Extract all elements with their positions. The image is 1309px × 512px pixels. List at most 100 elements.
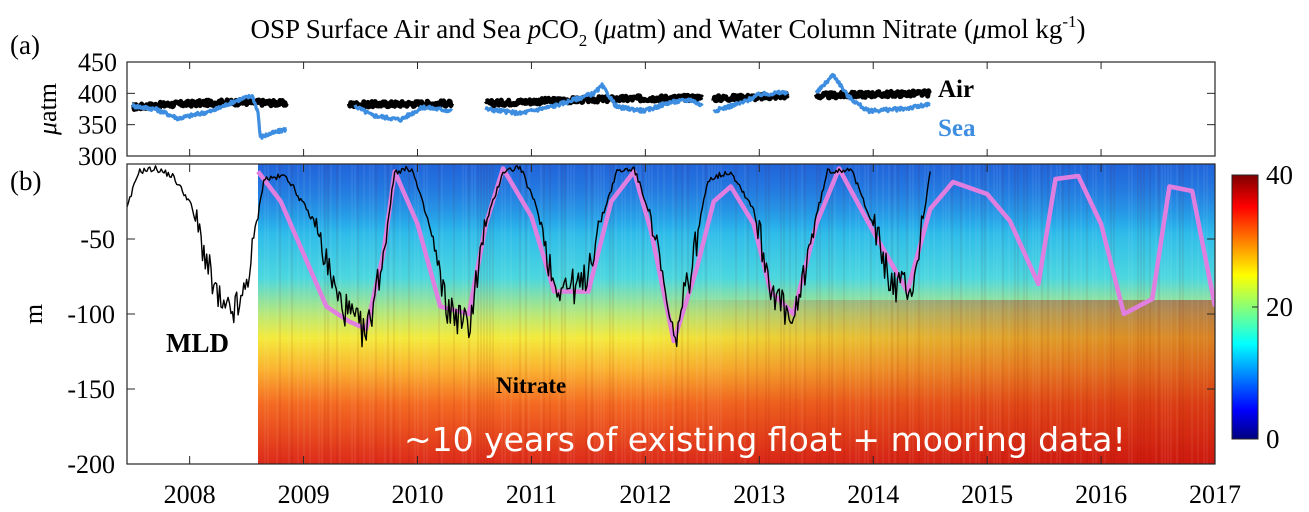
panel-b-xtick-label: 2014 xyxy=(847,480,899,509)
heatmap-streak xyxy=(657,164,660,464)
heatmap-streak xyxy=(897,164,900,464)
heatmap-streak xyxy=(828,164,831,464)
heatmap-streak xyxy=(1161,164,1164,464)
air-pco2-line xyxy=(346,98,455,110)
heatmap-streak xyxy=(318,164,321,464)
heatmap-streak xyxy=(1113,164,1116,464)
heatmap-streak xyxy=(1140,164,1143,464)
heatmap-streak xyxy=(1062,164,1065,464)
heatmap-streak xyxy=(696,164,699,464)
heatmap-streak xyxy=(414,164,417,464)
heatmap-streak xyxy=(735,164,738,464)
heatmap-streak xyxy=(330,164,333,464)
air-pco2-line xyxy=(813,88,932,101)
panel-b-xtick-label: 2008 xyxy=(164,480,216,509)
heatmap-streak xyxy=(594,164,597,464)
colorbar-tick-label: 20 xyxy=(1266,292,1293,322)
heatmap-streak xyxy=(789,164,792,464)
heatmap-streak xyxy=(996,164,999,464)
heatmap-streak xyxy=(756,164,759,464)
panel-b-ytick-label: -150 xyxy=(67,375,115,404)
heatmap-streak xyxy=(819,164,822,464)
heatmap-streak xyxy=(1074,164,1077,464)
panel-b-series xyxy=(127,165,1215,348)
heatmap-streak xyxy=(960,164,963,464)
heatmap-streak xyxy=(744,164,747,464)
heatmap-streak xyxy=(663,164,666,464)
panel-b-xtick-label: 2012 xyxy=(619,480,671,509)
heatmap-streak xyxy=(864,164,867,464)
heatmap-streak xyxy=(801,164,804,464)
heatmap-streak xyxy=(882,164,885,464)
heatmap-streak xyxy=(1023,164,1026,464)
heatmap-streak xyxy=(1047,164,1050,464)
heatmap-streak xyxy=(948,164,951,464)
heatmap-streak xyxy=(720,164,723,464)
heatmap-streak xyxy=(561,164,564,464)
sea-pco2-line xyxy=(353,104,454,123)
panel-a-label: (a) xyxy=(10,30,40,60)
heatmap-streak xyxy=(291,164,294,464)
heatmap-streak xyxy=(441,164,444,464)
heatmap-streak xyxy=(843,164,846,464)
heatmap-streak xyxy=(816,164,819,464)
heatmap-streak xyxy=(1191,164,1194,464)
panel-b-tick-labels: -200 -150 -100 -50 2008 2009 2010 2011 2012 2013 2… xyxy=(67,225,1241,509)
panel-b-xtick-label: 2010 xyxy=(392,480,444,509)
heatmap-streak xyxy=(804,164,807,464)
heatmap-streak xyxy=(831,164,834,464)
heatmap-streak xyxy=(1167,164,1170,464)
heatmap-streak xyxy=(543,164,546,464)
heatmap-streak xyxy=(471,164,474,464)
panel-a-ylabel: μatm xyxy=(33,83,62,136)
heatmap-streak xyxy=(609,164,612,464)
heatmap-streak xyxy=(624,164,627,464)
heatmap-streak xyxy=(636,164,639,464)
heatmap-streak xyxy=(588,164,591,464)
colorbar-tick-label: 40 xyxy=(1266,160,1293,190)
heatmap-streak xyxy=(303,164,306,464)
heatmap-streak xyxy=(363,164,366,464)
heatmap-streak xyxy=(567,164,570,464)
heatmap-streak xyxy=(423,164,426,464)
heatmap-streak xyxy=(1164,164,1167,464)
heatmap-streak xyxy=(1137,164,1140,464)
panel-a-axis-ticks xyxy=(127,61,1216,157)
heatmap-streak xyxy=(1092,164,1095,464)
heatmap-streak xyxy=(573,164,576,464)
heatmap-streak xyxy=(1041,164,1044,464)
panel-a-ytick-label: 350 xyxy=(78,111,117,140)
heatmap-streak xyxy=(309,164,312,464)
heatmap-streak xyxy=(522,164,525,464)
heatmap-streak xyxy=(918,164,921,464)
heatmap-streak xyxy=(375,164,378,464)
heatmap-streak xyxy=(1182,164,1185,464)
heatmap-streak xyxy=(501,164,504,464)
heatmap-streak xyxy=(651,164,654,464)
heatmap-streak xyxy=(981,164,984,464)
heatmap-streak xyxy=(717,164,720,464)
heatmap-streak xyxy=(1149,164,1152,464)
heatmap-streak xyxy=(993,164,996,464)
heatmap-streak xyxy=(417,164,420,464)
heatmap-streak xyxy=(969,164,972,464)
panel-b-ytick-label: -100 xyxy=(67,300,115,329)
heatmap-streak xyxy=(1203,164,1206,464)
heatmap-streak xyxy=(276,164,279,464)
heatmap-streak xyxy=(327,164,330,464)
heatmap-streak xyxy=(780,164,783,464)
heatmap-streak xyxy=(705,164,708,464)
heatmap-streak xyxy=(264,164,267,464)
heatmap-streak xyxy=(849,164,852,464)
heatmap-streak xyxy=(1104,164,1107,464)
annotation-nitrate: Nitrate xyxy=(496,373,566,398)
heatmap-streak xyxy=(1056,164,1059,464)
heatmap-streak xyxy=(1155,164,1158,464)
heatmap-streak xyxy=(876,164,879,464)
heatmap-streak xyxy=(1050,164,1053,464)
heatmap-streak xyxy=(399,164,402,464)
sea-pco2-line xyxy=(712,89,789,114)
heatmap-streak xyxy=(855,164,858,464)
